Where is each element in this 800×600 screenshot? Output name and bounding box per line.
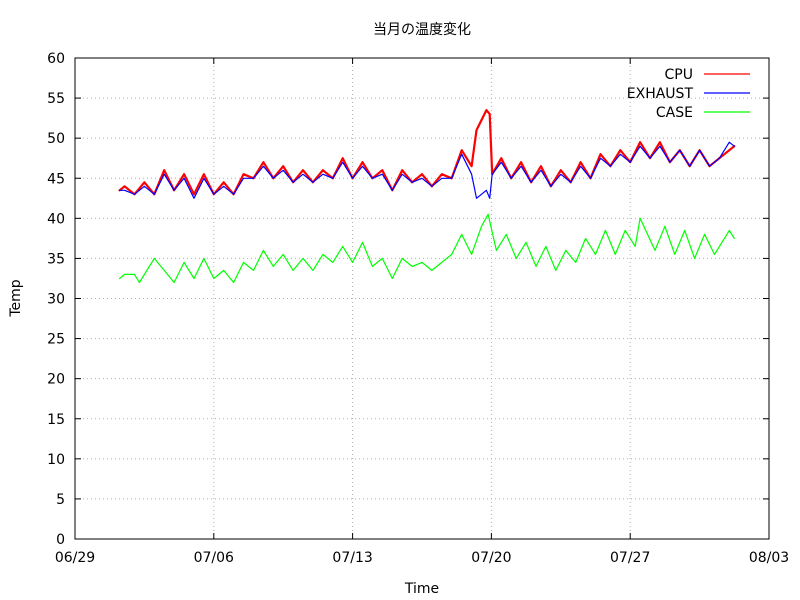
x-tick-label: 08/03 [749, 550, 789, 566]
x-tick-label: 07/13 [332, 550, 372, 566]
y-tick-label: 60 [47, 51, 65, 67]
y-tick-label: 15 [47, 412, 65, 428]
legend-label-cpu: CPU [665, 67, 693, 83]
axis-ticks: 0 5 10 15 20 25 30 35 40 45 50 55 60 06/29 07/06 07/13 0… [47, 51, 789, 566]
y-axis-title: Temp [8, 279, 24, 317]
x-tick-label: 07/27 [610, 550, 650, 566]
series-line-case [118, 213, 735, 284]
y-tick-label: 10 [47, 452, 65, 468]
y-tick-label: 25 [47, 332, 65, 348]
y-tick-label: 30 [47, 292, 65, 308]
y-tick-label: 0 [56, 532, 65, 548]
y-tick-label: 50 [47, 131, 65, 147]
legend-label-case: CASE [656, 105, 693, 121]
series-line-exhaust [118, 141, 735, 199]
y-tick-label: 5 [56, 492, 65, 508]
x-tick-label: 07/20 [471, 550, 511, 566]
x-tick-label: 07/06 [194, 550, 234, 566]
legend-label-exhaust: EXHAUST [627, 86, 694, 102]
y-tick-label: 55 [47, 91, 65, 107]
x-tick-label: 06/29 [55, 550, 95, 566]
series-layer [118, 108, 736, 284]
legend: CPU EXHAUST CASE [627, 67, 750, 121]
x-axis-title: Time [404, 581, 439, 597]
y-tick-label: 45 [47, 171, 65, 187]
y-tick-label: 35 [47, 251, 65, 267]
y-tick-label: 40 [47, 211, 65, 227]
chart-title: 当月の温度変化 [373, 21, 471, 38]
y-tick-label: 20 [47, 372, 65, 388]
